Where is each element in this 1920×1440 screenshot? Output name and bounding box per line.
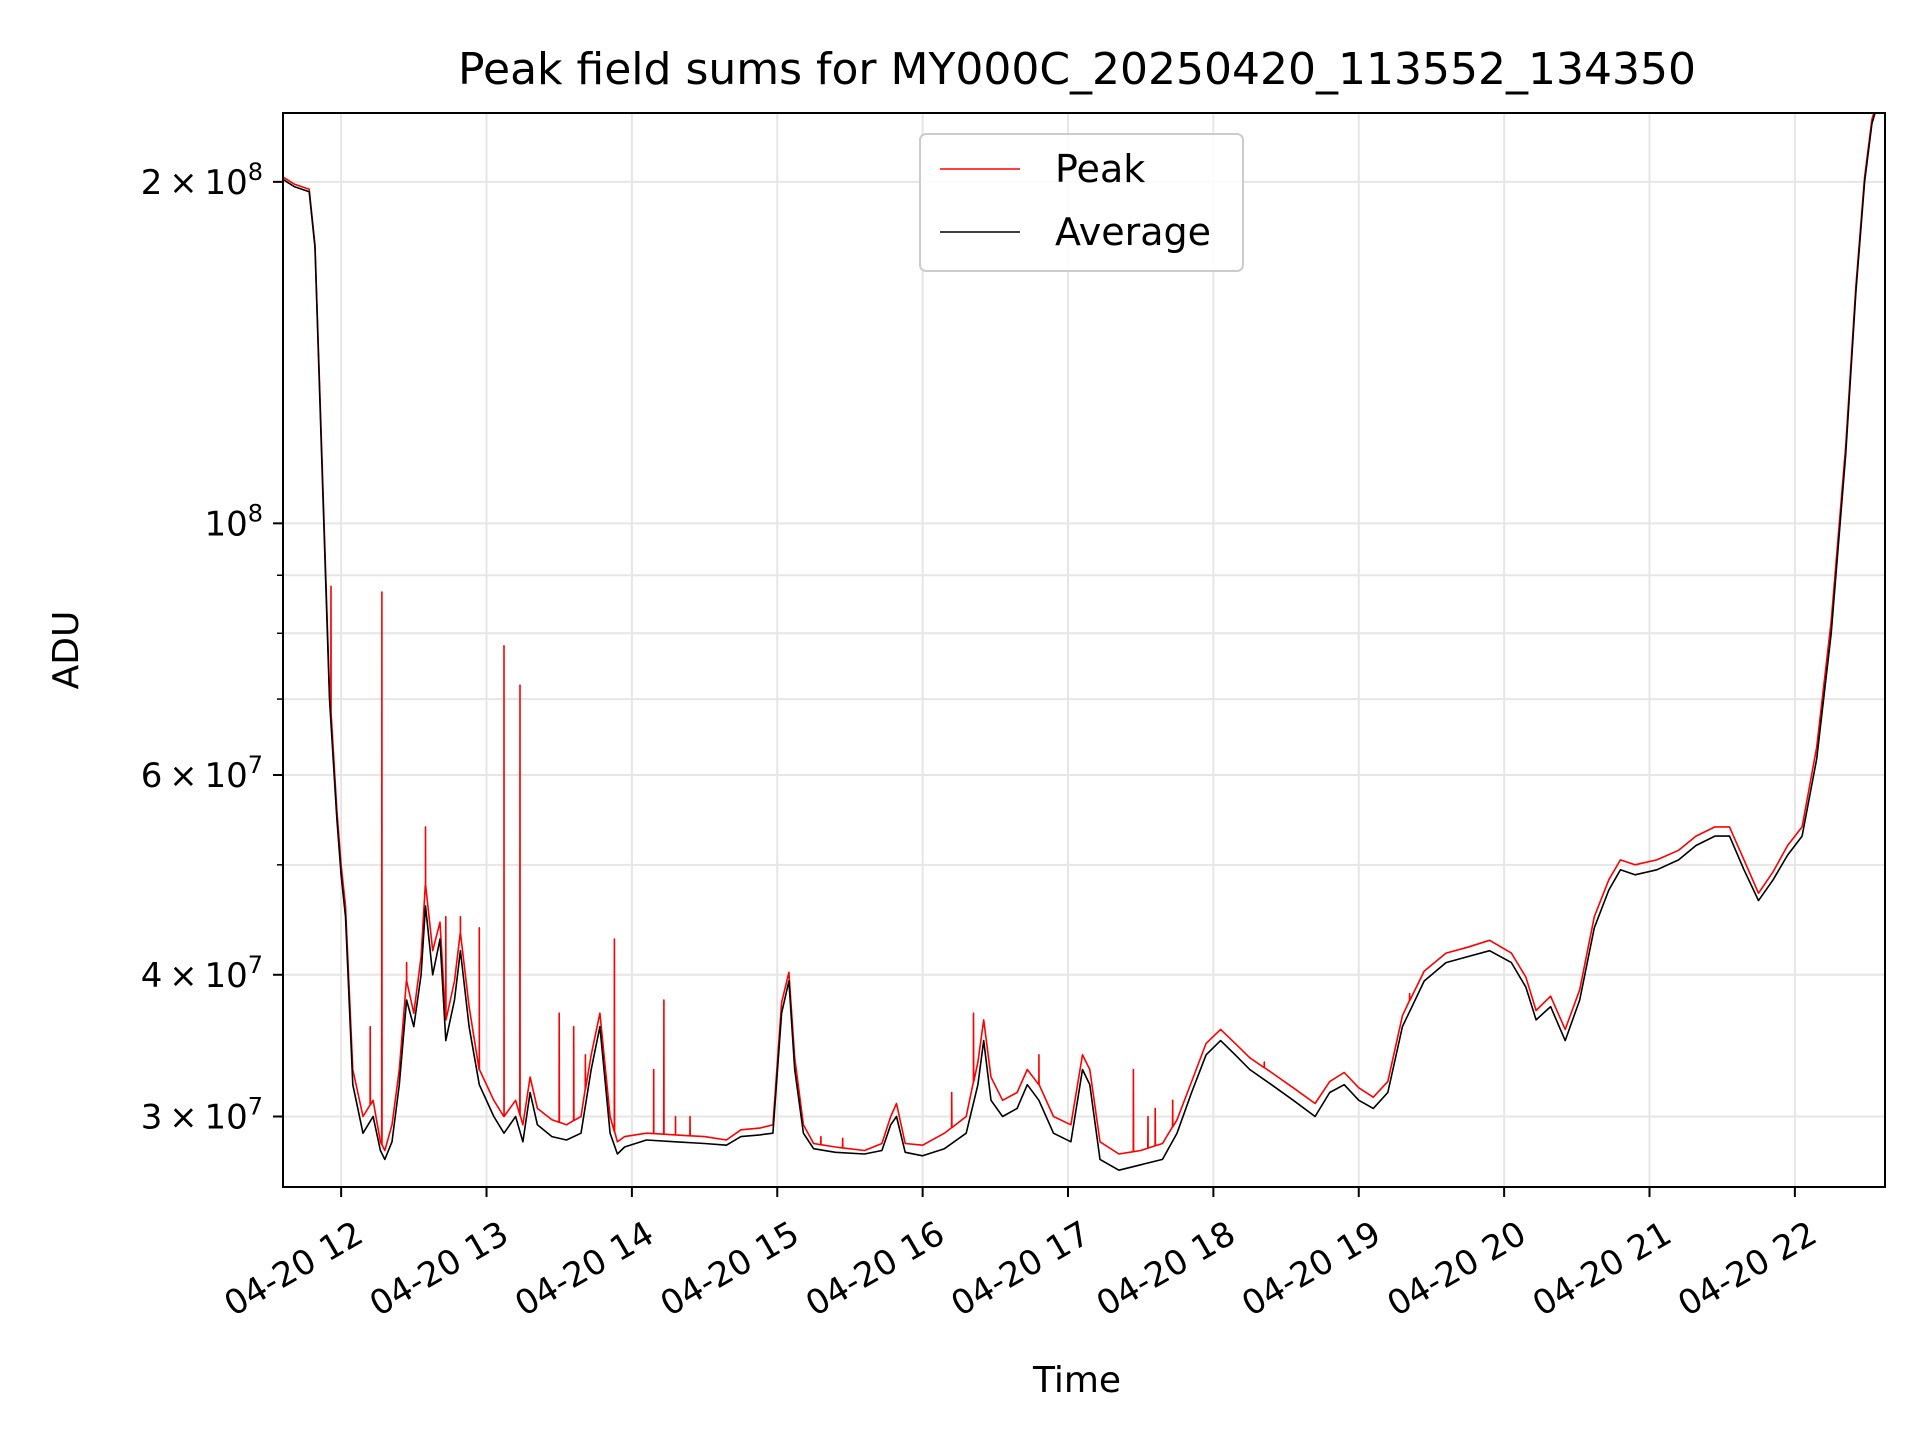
y-axis: 3 × 107 4 × 107 6 × 107 108 2 × 108 [141,158,283,1137]
y-tick-label: 108 [204,499,263,544]
series-line-average [283,113,1876,1171]
y-tick-label: 6 × 107 [141,751,263,796]
legend-peak-label: Peak [1055,147,1145,191]
series-layer [283,113,1876,1171]
y-tick-label: 4 × 107 [141,951,263,996]
legend-average-label: Average [1055,210,1211,254]
chart-title: Peak field sums for MY000C_20250420_1135… [458,44,1696,95]
y-axis-label: ADU [46,611,87,690]
y-tick-label: 2 × 108 [141,158,263,203]
grid [283,113,1885,1187]
legend: Peak Average [919,133,1244,272]
x-axis-label: Time [1032,1360,1121,1401]
y-tick-label: 3 × 107 [141,1092,263,1137]
plot-frame [282,112,1886,1188]
